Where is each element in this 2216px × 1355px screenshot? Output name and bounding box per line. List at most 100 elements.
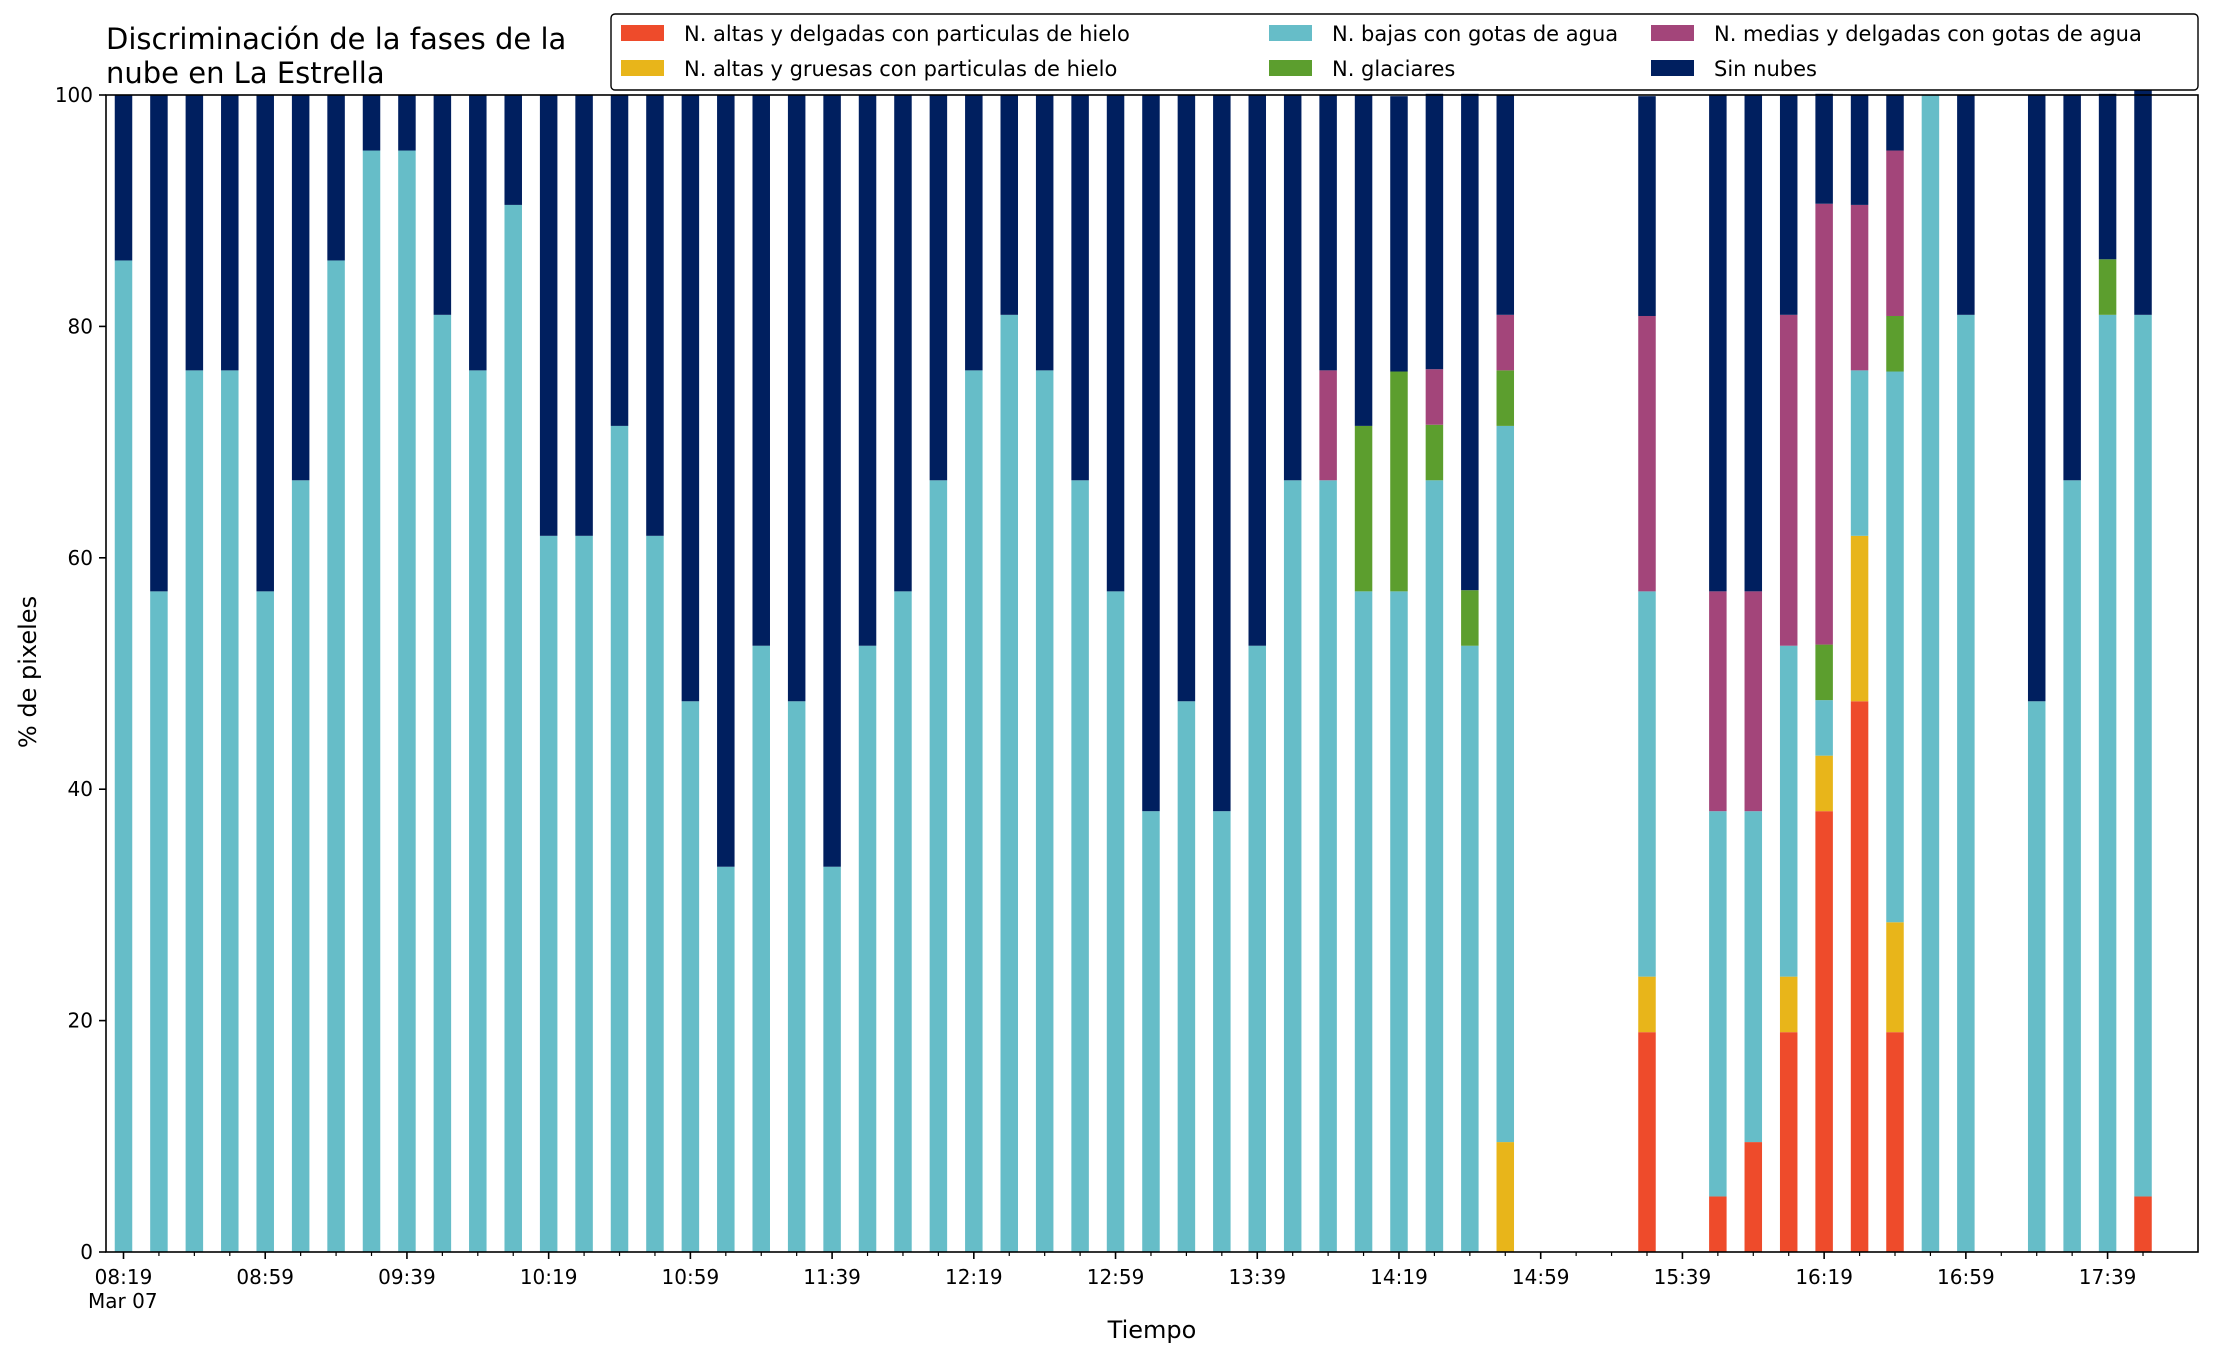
bar-segment [1744,1142,1763,1252]
bar-segment [327,260,345,1252]
bar-segment [2098,314,2117,1253]
bar-segment [2134,314,2152,1197]
x-tick-label: 13:39 [1228,1265,1286,1289]
bar-segment [256,95,274,592]
bar-segment [1461,590,1479,646]
bar-segment [894,95,912,592]
bar-segment [1779,645,1798,977]
bar-segment [1638,976,1656,1033]
legend-label: N. medias y delgadas con gotas de agua [1714,22,2142,46]
bar-segment [1815,93,1833,204]
bar-segment [1850,535,1869,702]
bar-segment [1779,1032,1798,1252]
bar-segment [291,95,310,481]
bar-segment [221,95,239,371]
bar-segment [858,95,877,646]
bar-segment [433,95,452,315]
bar-segment [1425,93,1444,370]
bar-segment [1461,93,1479,591]
bar-segment [539,95,558,536]
x-tick-label: 10:19 [520,1265,578,1289]
bar-segment [1709,811,1727,1197]
bar-segment [1248,95,1267,646]
bar-segment [894,591,912,1252]
bar-segment [1035,95,1054,371]
bar-segment [1035,370,1054,1252]
bar-segment [1319,370,1337,481]
bar-segment [1850,95,1869,205]
bar-segment [1638,1032,1656,1252]
bar-segment [1142,95,1160,812]
bar-segment [1000,95,1018,315]
bar-segment [1461,645,1479,1252]
legend-label: N. altas y gruesas con particulas de hie… [684,57,1117,81]
bar-segment [221,370,239,1252]
x-tick-label: 08:19 Mar 07 [88,1265,158,1313]
bar-segment [2098,93,2117,260]
bar-segment [1744,95,1763,592]
bar-segment [1886,1032,1904,1252]
bar-segment [929,95,948,481]
x-tick-label: 10:59 [662,1265,720,1289]
bar-segment [1248,645,1267,1252]
bar-segment [717,866,735,1252]
bar-segment [2134,39,2152,315]
legend-label: N. bajas con gotas de agua [1332,22,1618,46]
bar-segment [1496,370,1515,426]
bar-segment [256,591,274,1252]
bar-segment [362,150,381,1252]
bar-segment [150,591,168,1252]
bar-segment [1354,95,1373,426]
bar-segment [1957,314,1975,1253]
bar-segment [1390,371,1408,592]
bar-segment [823,866,841,1252]
bar-segment [1957,95,1975,315]
bar-segment [1496,314,1515,371]
bar-segment [398,150,416,1252]
x-axis-label: Tiempo [1107,1316,1197,1344]
y-tick-label: 20 [68,1009,93,1033]
bar-segment [646,535,664,1252]
bar-segment [965,95,983,371]
bar-segment [1425,424,1444,481]
bar-segment [1815,203,1833,645]
bar-segment [1283,480,1302,1252]
bar-segment [681,701,700,1252]
bar-segment [1496,1142,1515,1252]
x-tick-label: 12:59 [1087,1265,1145,1289]
bar-segment [2134,1196,2152,1252]
bar-segment [610,425,629,1252]
bar-segment [610,95,629,426]
bar-segment [2063,480,2081,1252]
legend-label: Sin nubes [1714,57,1817,81]
bar-segment [1886,371,1904,923]
bar-segment [681,95,700,702]
bar-segment [1850,701,1869,1252]
bar-segment [1319,95,1337,371]
x-tick-label: 14:19 [1370,1265,1428,1289]
bar-segment [1213,811,1231,1252]
y-tick-label: 40 [68,777,93,801]
x-tick-label: 15:39 [1654,1265,1712,1289]
bar-segment [575,95,593,536]
bar-segment [1779,314,1798,646]
bar-segment [787,95,806,702]
bar-segment [1886,315,1904,372]
bar-segment [1850,204,1869,371]
bar-segment [291,480,310,1252]
bar-segment [1850,370,1869,536]
legend: N. altas y delgadas con particulas de hi… [610,13,2199,91]
bar-segment [1744,811,1763,1143]
bar-segment [1071,95,1089,481]
bar-segment [1000,314,1018,1253]
bar-segment [1638,315,1656,592]
plot-frame [105,94,2199,1253]
legend-swatch [1269,25,1312,41]
bar-segment [965,370,983,1252]
bar-segment [717,95,735,867]
bar-segment [2063,95,2081,481]
axes-layer: 0 20 40 60 80 100 08:19 Mar 07 08:59 09:39 10:19 10… [55,83,2199,1313]
bar-segment [823,95,841,867]
bar-segment [1177,95,1196,702]
bar-segment [504,204,522,1252]
